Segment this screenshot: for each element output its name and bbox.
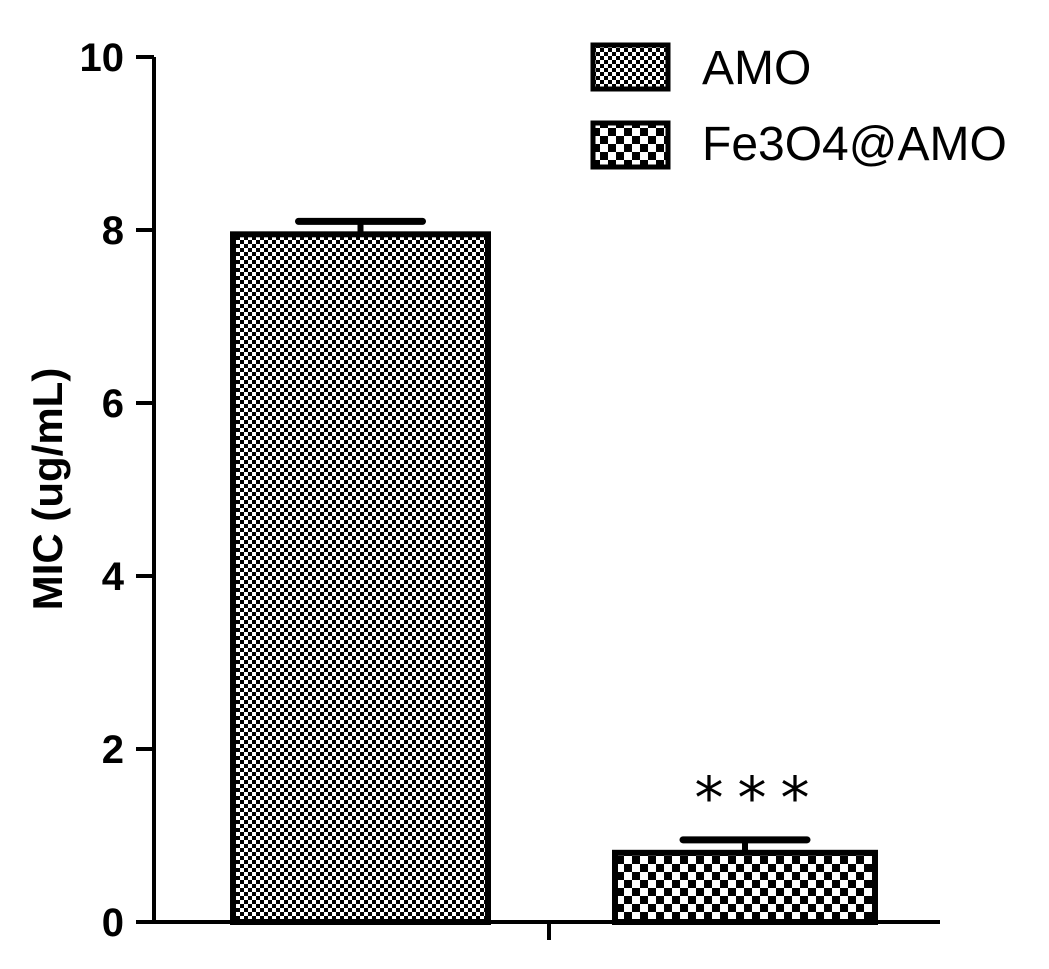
bar-fe3o4-amo [612, 849, 878, 925]
legend-label-amo: AMO [702, 42, 811, 95]
y-tick-label: 2 [102, 728, 124, 772]
legend-label-fe3o4-amo: Fe3O4@AMO [702, 118, 1007, 171]
legend-item-fe3o4-amo: Fe3O4@AMO [590, 118, 1007, 171]
legend-swatch-amo [590, 42, 671, 92]
y-axis-title: MIC (ug/mL) [24, 368, 71, 611]
bars [230, 217, 878, 925]
y-tick-label: 0 [102, 901, 124, 945]
significance-annotation: *** [695, 764, 824, 832]
legend-swatch-fe3o4-amo [590, 120, 671, 170]
bar-amo [230, 231, 491, 925]
y-tick-label: 6 [102, 382, 124, 426]
legend: AMO Fe3O4@AMO [590, 42, 1007, 171]
y-tick-label: 8 [102, 209, 124, 253]
y-tick-label: 4 [102, 555, 125, 599]
y-ticks: 0 2 4 6 8 10 [80, 36, 154, 945]
legend-item-amo: AMO [590, 42, 811, 95]
y-tick-label: 10 [80, 36, 125, 80]
